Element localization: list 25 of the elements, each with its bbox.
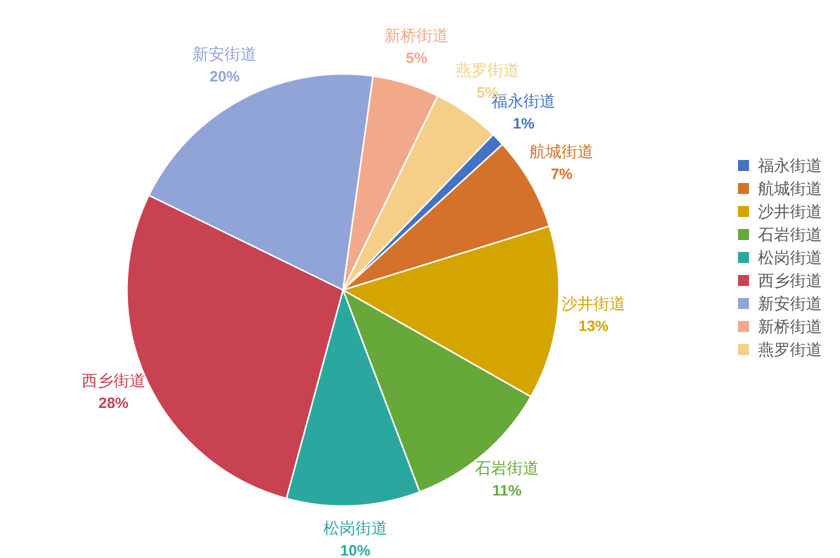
slice-label: 西乡街道 xyxy=(82,372,146,390)
legend-label: 石岩街道 xyxy=(758,226,822,244)
slice-label: 燕罗街道 xyxy=(456,62,520,80)
legend-label: 燕罗街道 xyxy=(758,341,822,359)
data-label: 10% xyxy=(340,542,370,558)
legend-label: 沙井街道 xyxy=(758,203,822,221)
legend-label: 松岗街道 xyxy=(758,249,822,267)
data-label: 13% xyxy=(578,318,609,336)
data-label: 11% xyxy=(492,482,522,500)
data-label: 5% xyxy=(406,50,428,68)
slice-label: 沙井街道 xyxy=(562,295,626,314)
slice-label: 新安街道 xyxy=(192,45,257,64)
legend-label: 新桥街道 xyxy=(758,318,822,336)
legend-label: 航城街道 xyxy=(758,180,822,198)
slice-label: 石岩街道 xyxy=(474,459,539,478)
legend-label: 西乡街道 xyxy=(758,272,822,290)
slice-label: 新桥街道 xyxy=(384,27,449,46)
data-label: 28% xyxy=(98,395,129,412)
data-label: 1% xyxy=(512,115,535,132)
legend-label: 新安街道 xyxy=(758,295,822,313)
data-label: 7% xyxy=(550,166,573,183)
slice-label: 航城街道 xyxy=(530,142,594,161)
slice-label: 松岗街道 xyxy=(323,520,388,538)
legend-label: 福永街道 xyxy=(758,157,822,175)
data-label: 20% xyxy=(210,68,240,86)
